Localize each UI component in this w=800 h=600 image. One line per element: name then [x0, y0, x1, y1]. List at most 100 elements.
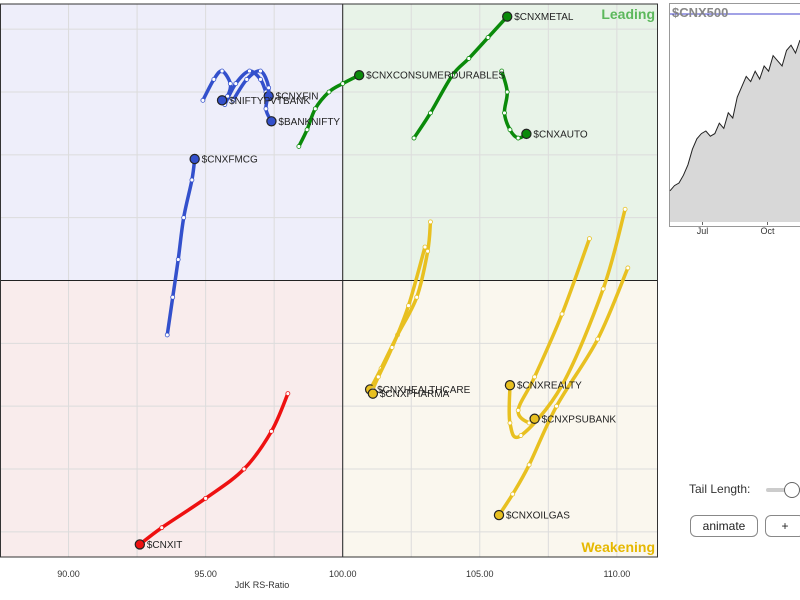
- tail-point-cnxmetal: [411, 135, 417, 141]
- point-label-banknifty: $BANKNIFTY: [278, 117, 340, 128]
- tail-point-cnxauto: [502, 110, 507, 116]
- head-point-cnxpharma[interactable]: [367, 388, 379, 399]
- tail-point-cnxpharma: [422, 244, 428, 250]
- head-point-cnxauto[interactable]: [521, 128, 532, 140]
- benchmark-title: $CNX500: [672, 5, 728, 20]
- x-tick-label: 105.00: [466, 569, 494, 579]
- tail-point-banknifty: [258, 68, 263, 74]
- tail-point-cnxauto: [515, 135, 521, 141]
- tail-point-niftypvtbank: [219, 68, 225, 74]
- point-label-cnxrealty: $CNXREALTY: [517, 381, 582, 392]
- x-tick-label: 95.00: [194, 569, 217, 579]
- plus-button[interactable]: +: [765, 515, 800, 537]
- head-point-cnxrealty[interactable]: [504, 380, 516, 391]
- benchmark-chart: $CNX500 Jul Oct: [669, 5, 800, 236]
- tail-point-cnxoilgas: [554, 403, 559, 409]
- head-point-niftypvtbank[interactable]: [216, 95, 228, 106]
- controls-panel: Tail Length: animate +: [680, 474, 800, 554]
- head-point-cnxoilgas[interactable]: [493, 509, 505, 521]
- tails: [134, 11, 631, 550]
- tail-point-cnxfin: [258, 77, 263, 82]
- benchmark-area: [670, 40, 800, 222]
- tail-point-cnxfmcg: [170, 294, 176, 300]
- tail-point-cnxrealty: [600, 286, 606, 292]
- tail-point-cnxauto: [504, 89, 510, 95]
- point-label-cnxhealthcare: $CNXHEALTHCARE: [377, 385, 470, 396]
- tail-point-cnxoilgas: [510, 491, 516, 497]
- x-tick-label: 100.00: [329, 569, 357, 579]
- tail-point-cnxconsumerdurables: [326, 89, 332, 95]
- tail-point-cnxrealty: [507, 420, 513, 426]
- tail-point-cnxmetal: [428, 110, 433, 116]
- benchmark-x-tick: Oct: [760, 226, 775, 236]
- axes: [0, 3, 658, 558]
- animate-button[interactable]: animate: [690, 515, 758, 537]
- tail-point-cnxpsubank: [515, 407, 521, 413]
- tail-point-cnxfin: [247, 68, 252, 74]
- tail-point-cnxoilgas: [595, 336, 601, 342]
- tail-point-banknifty: [263, 106, 269, 112]
- tail-point-niftypvtbank: [200, 97, 206, 103]
- tail-point-cnxconsumerdurables: [312, 106, 318, 112]
- head-point-cnxpsubank[interactable]: [529, 413, 540, 424]
- tail-point-cnxfmcg: [189, 177, 195, 183]
- tail-point-cnxpsubank: [587, 236, 592, 242]
- tail-point-cnxhealthcare: [428, 219, 433, 225]
- head-point-cnxmetal[interactable]: [502, 11, 513, 22]
- benchmark-line: [669, 39, 800, 192]
- tail-point-cnxauto: [507, 127, 513, 133]
- tail-point-niftypvtbank: [227, 81, 233, 86]
- tail-point-banknifty: [244, 77, 250, 82]
- benchmark-x-tick: Jul: [697, 226, 709, 236]
- point-label-cnxmetal: $CNXMETAL: [514, 12, 574, 23]
- tail-point-cnxfin: [233, 81, 239, 86]
- tail-point-cnxit: [241, 466, 247, 472]
- tail-point-cnxpsubank: [526, 420, 532, 426]
- tail-point-cnxconsumerdurables: [296, 144, 302, 149]
- tail-length-slider-track[interactable]: [766, 488, 800, 492]
- tail-point-cnxfmcg: [181, 215, 187, 221]
- tail-point-cnxit: [269, 428, 274, 434]
- tail-point-cnxfmcg: [164, 332, 170, 338]
- tail-point-cnxpharma: [389, 345, 395, 350]
- tail-cnxfmcg: [165, 157, 197, 337]
- tail-point-cnxmetal: [485, 35, 491, 40]
- tail-point-cnxpsubank: [532, 374, 538, 380]
- tail-length-label: Tail Length:: [689, 482, 751, 496]
- x-axis-ticks: 90.00 95.00 100.00 105.00 110.00: [57, 569, 630, 579]
- tail-point-cnxoilgas: [625, 265, 631, 271]
- tail-point-cnxhealthcare: [414, 294, 420, 300]
- tail-point-cnxmetal: [449, 72, 455, 78]
- tail-point-cnxrealty: [559, 382, 565, 388]
- tail-point-cnxconsumerdurables: [340, 81, 346, 86]
- head-point-cnxfmcg[interactable]: [189, 153, 200, 165]
- tail-point-cnxit: [203, 495, 209, 501]
- point-label-cnxpsubank: $CNXPSUBANK: [542, 414, 617, 425]
- point-label-cnxauto: $CNXAUTO: [533, 129, 587, 140]
- plot-border: [0, 3, 658, 558]
- point-labels: $CNXMETAL $CNXCONSUMERDURABLES $CNXAUTO $CN…: [147, 12, 617, 551]
- tail-point-cnxhealthcare: [425, 248, 431, 254]
- point-label-cnxfmcg: $CNXFMCG: [202, 155, 258, 166]
- head-point-cnxconsumerdurables[interactable]: [353, 70, 365, 81]
- tail-point-cnxrealty: [622, 206, 628, 212]
- rrg-chart: $CNXMETAL $CNXCONSUMERDURABLES $CNXAUTO $CN…: [0, 3, 658, 590]
- point-label-cnxit: $CNXIT: [147, 540, 183, 551]
- tail-point-cnxfmcg: [175, 257, 181, 262]
- point-label-cnxpharma: $CNXPHARMA: [380, 389, 450, 400]
- tail-point-cnxit: [159, 525, 165, 531]
- head-point-banknifty[interactable]: [266, 116, 277, 127]
- tail-point-cnxpharma: [406, 303, 411, 309]
- x-tick-label: 90.00: [57, 569, 80, 579]
- point-label-cnxfin: $CNXFIN: [276, 92, 319, 103]
- tail-point-cnxpsubank: [559, 311, 565, 317]
- tail-length-slider-handle[interactable]: [784, 482, 800, 498]
- tail-point-cnxpharma: [375, 374, 381, 380]
- tail-point-cnxit: [285, 391, 291, 397]
- tail-point-cnxoilgas: [526, 462, 532, 468]
- head-point-cnxit[interactable]: [134, 539, 146, 550]
- x-tick-label: 110.00: [603, 569, 630, 579]
- tail-cnxit: [138, 391, 290, 547]
- point-label-cnxoilgas: $CNXOILGAS: [506, 511, 570, 522]
- quadrant-lagging: [0, 280, 343, 557]
